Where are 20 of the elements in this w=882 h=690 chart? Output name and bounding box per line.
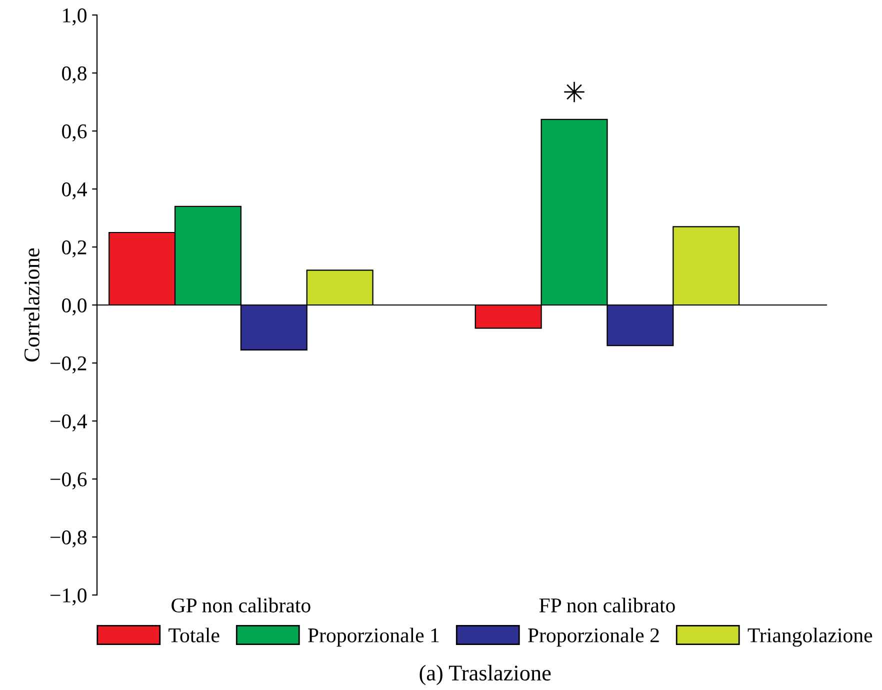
annotation: ✳ bbox=[564, 82, 584, 102]
y-tick-label: 0,2 bbox=[62, 240, 86, 258]
y-tick-label: −1,0 bbox=[50, 588, 86, 606]
legend-label: Totale bbox=[168, 628, 220, 642]
y-tick-label: 0,0 bbox=[62, 298, 86, 316]
y-tick-label: −0,6 bbox=[50, 472, 87, 490]
x-tick-label: FP non calibrato bbox=[539, 598, 675, 612]
legend-label: Proporzionale 1 bbox=[308, 628, 439, 647]
y-tick-label: 1,0 bbox=[63, 8, 86, 26]
y-axis-title: Correlazione bbox=[24, 248, 40, 362]
y-tick-label: −0,2 bbox=[50, 356, 86, 374]
legend-label: Proporzionale 2 bbox=[528, 628, 659, 647]
y-tick-label: −0,8 bbox=[50, 530, 86, 548]
y-tick-label: 0,8 bbox=[62, 66, 86, 84]
y-tick-label: −0,4 bbox=[50, 414, 87, 432]
legend-label: Triangolazione bbox=[748, 628, 872, 647]
y-tick-label: 0,6 bbox=[62, 124, 87, 142]
x-tick-label: GP non calibrato bbox=[172, 598, 310, 612]
text: (a) Traslazione bbox=[420, 664, 551, 686]
y-tick-label: 0,4 bbox=[62, 182, 87, 200]
